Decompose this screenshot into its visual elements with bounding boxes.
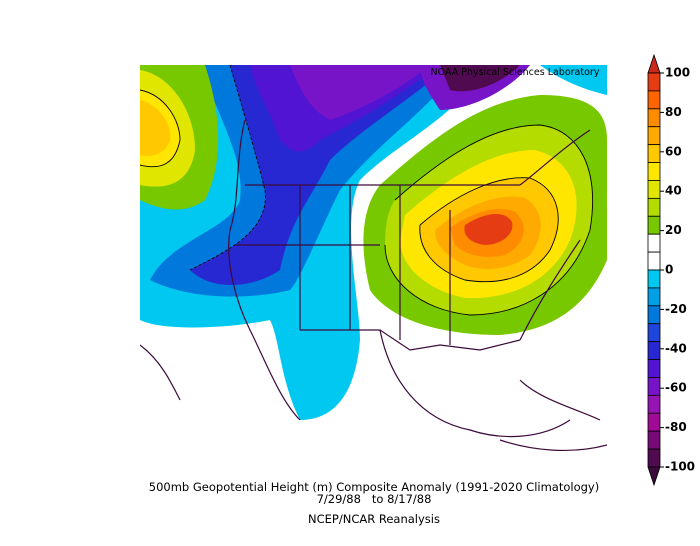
colorbar-tick-label: -60 <box>665 381 687 395</box>
colorbar-band <box>647 233 661 253</box>
colorbar-tick-label: -100 <box>665 460 695 474</box>
colorbar-band <box>647 162 661 181</box>
colorbar-band <box>647 305 661 325</box>
colorbar-band <box>647 287 661 307</box>
colorbar-tick-label: 40 <box>665 184 682 198</box>
colorbar-arrow <box>647 53 661 74</box>
colorbar-band <box>647 430 661 450</box>
colorbar-band <box>647 341 661 360</box>
colorbar: 100 80 60 40 20 0 -20 -40 -60 -80 -100 <box>647 53 695 487</box>
colorbar-band <box>647 448 661 468</box>
colorbar-tick-label: 20 <box>665 223 682 237</box>
colorbar-tick-label: -80 <box>665 420 687 434</box>
colorbar-tick-label: 80 <box>665 105 682 119</box>
colorbar-band <box>647 180 661 199</box>
colorbar-band <box>647 359 661 378</box>
colorbar-tick-label: -20 <box>665 302 687 316</box>
colorbar-tick-label: -40 <box>665 341 687 355</box>
caption-dates: 7/29/88 to 8/17/88 <box>317 492 432 506</box>
colorbar-band <box>647 197 661 217</box>
colorbar-band <box>647 126 661 146</box>
colorbar-band <box>647 90 661 110</box>
colorbar-band <box>647 394 661 414</box>
colorbar-band <box>647 377 661 396</box>
colorbar-tick-label: 100 <box>665 66 690 80</box>
colorbar-tick-label: 0 <box>665 263 673 277</box>
credit: NOAA Physical Sciences Laboratory <box>431 67 600 78</box>
map <box>140 65 607 462</box>
colorbar-band <box>647 251 661 271</box>
colorbar-tick-label: 60 <box>665 144 682 158</box>
colorbar-band <box>647 215 661 235</box>
colorbar-band <box>647 144 661 163</box>
colorbar-band <box>647 269 661 289</box>
caption-source: NCEP/NCAR Reanalysis <box>308 512 440 526</box>
colorbar-band <box>647 108 661 128</box>
caption-title: 500mb Geopotential Height (m) Composite … <box>149 480 599 494</box>
colorbar-band <box>647 323 661 343</box>
colorbar-arrow <box>647 466 661 487</box>
colorbar-band <box>647 412 661 432</box>
colorbar-band <box>647 72 661 92</box>
